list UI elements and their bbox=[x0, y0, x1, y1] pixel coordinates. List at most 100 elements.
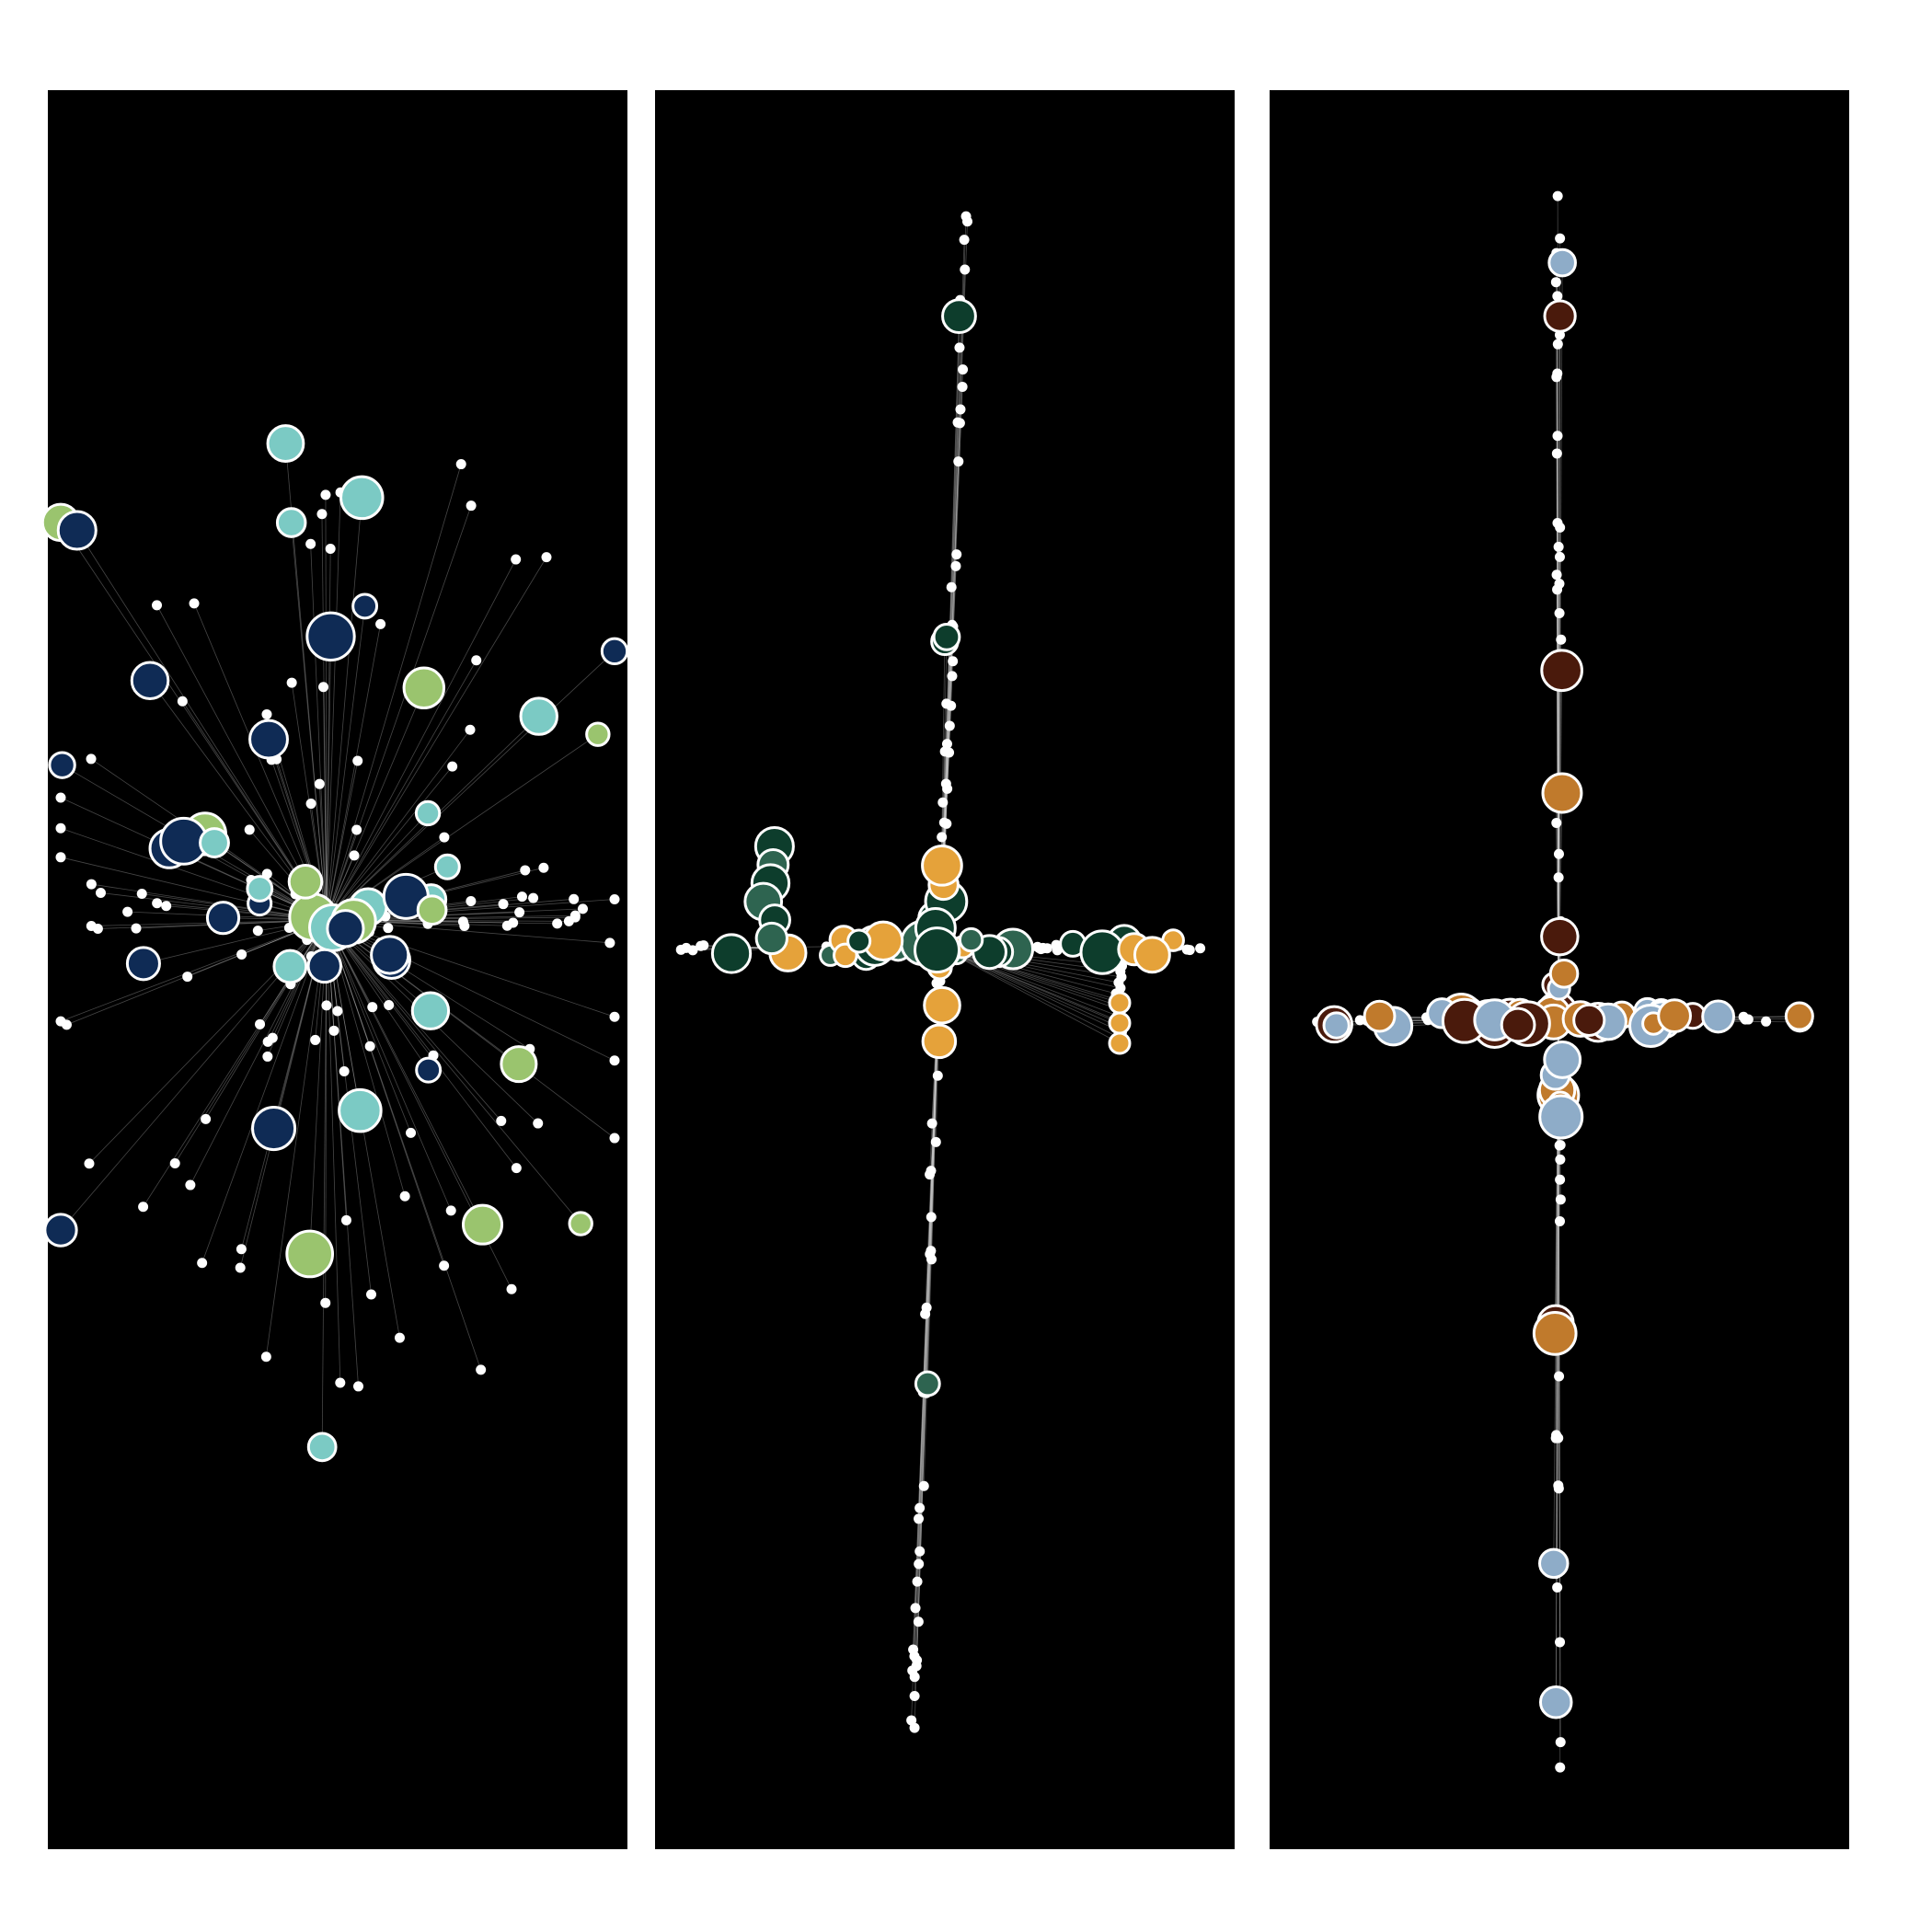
network-edge bbox=[60, 857, 328, 921]
network-edge bbox=[326, 919, 517, 1168]
network-node-small bbox=[84, 1158, 95, 1169]
network-node bbox=[1500, 1006, 1536, 1043]
network-node-small bbox=[182, 972, 193, 983]
network-edge bbox=[326, 687, 425, 921]
network-node bbox=[402, 666, 446, 710]
network-node bbox=[1540, 916, 1580, 957]
network-node bbox=[1108, 991, 1132, 1015]
network-node-small bbox=[1551, 448, 1562, 459]
network-node-small bbox=[909, 1690, 920, 1701]
network-node-small bbox=[384, 1000, 395, 1011]
network-edge bbox=[939, 947, 1120, 1028]
network-node-small bbox=[1552, 190, 1563, 201]
network-node-small bbox=[339, 1065, 350, 1076]
network-panel-cross bbox=[1270, 90, 1849, 1849]
network-node bbox=[130, 661, 170, 701]
network-node-small bbox=[255, 1018, 266, 1029]
network-node-small bbox=[1195, 943, 1206, 954]
network-node-small bbox=[577, 903, 588, 914]
network-node-small bbox=[352, 755, 363, 766]
network-node bbox=[246, 875, 274, 903]
network-edge bbox=[326, 605, 366, 921]
network-node-small bbox=[914, 1502, 926, 1513]
network-node bbox=[415, 1056, 443, 1084]
network-node-small bbox=[353, 1381, 364, 1392]
network-edge bbox=[326, 919, 482, 1371]
network-edge bbox=[939, 947, 1121, 1024]
network-node bbox=[1547, 247, 1577, 278]
network-node-small bbox=[169, 1157, 180, 1168]
network-node-small bbox=[316, 509, 328, 520]
network-node bbox=[1540, 649, 1583, 693]
network-node bbox=[43, 1213, 78, 1248]
network-node bbox=[914, 1370, 941, 1397]
network-node-small bbox=[86, 879, 97, 890]
network-node-small bbox=[340, 1214, 351, 1225]
network-node-small bbox=[569, 893, 580, 904]
network-node-small bbox=[260, 1351, 271, 1363]
network-node bbox=[199, 827, 230, 858]
network-node-small bbox=[55, 852, 66, 863]
network-edge bbox=[91, 883, 328, 921]
network-node bbox=[1538, 1547, 1570, 1580]
network-edge bbox=[326, 919, 483, 1225]
network-node-small bbox=[920, 1308, 931, 1319]
network-node-small bbox=[1555, 233, 1566, 244]
network-edge bbox=[914, 947, 941, 1657]
network-edge bbox=[326, 919, 520, 1064]
network-node-small bbox=[926, 1254, 937, 1265]
network-edge bbox=[939, 947, 1121, 1044]
network-node-small bbox=[262, 1036, 273, 1047]
network-node-small bbox=[138, 1202, 149, 1213]
network-node-small bbox=[177, 696, 188, 707]
network-node-small bbox=[131, 923, 142, 934]
network-node-small bbox=[520, 865, 531, 876]
network-node-small bbox=[445, 1205, 456, 1216]
network-node-small bbox=[314, 778, 325, 789]
network-node-small bbox=[305, 538, 316, 549]
network-node-small bbox=[948, 656, 959, 667]
network-node-small bbox=[913, 1616, 924, 1627]
network-node-small bbox=[953, 456, 964, 467]
network-node-small bbox=[938, 817, 949, 828]
network-node-small bbox=[569, 910, 581, 921]
network-node-small bbox=[955, 404, 966, 415]
network-node-small bbox=[367, 1002, 378, 1013]
network-node-small bbox=[136, 889, 147, 900]
network-node-small bbox=[95, 887, 106, 898]
network-node-small bbox=[55, 1016, 66, 1027]
network-node-small bbox=[941, 739, 952, 750]
network-node-small bbox=[1555, 1737, 1566, 1748]
network-edge bbox=[939, 947, 1120, 1022]
network-node bbox=[205, 901, 241, 936]
network-node bbox=[600, 637, 629, 666]
network-node-small bbox=[455, 459, 466, 470]
network-node bbox=[921, 1023, 958, 1060]
network-node-small bbox=[910, 1603, 921, 1614]
network-edge bbox=[321, 513, 328, 921]
network-node bbox=[285, 1229, 335, 1279]
network-node-small bbox=[604, 937, 615, 949]
network-node-small bbox=[122, 906, 133, 917]
network-node-small bbox=[1551, 1430, 1562, 1441]
network-node-small bbox=[541, 552, 552, 563]
network-edge bbox=[323, 686, 328, 921]
network-node-small bbox=[1554, 607, 1565, 618]
network-node-small bbox=[320, 489, 331, 500]
network-node bbox=[414, 799, 442, 827]
network-node bbox=[1322, 1011, 1351, 1040]
network-node-small bbox=[498, 899, 509, 910]
network-node bbox=[248, 719, 289, 760]
network-node bbox=[754, 921, 788, 956]
network-node-small bbox=[947, 671, 958, 682]
network-edge bbox=[326, 765, 453, 921]
network-node bbox=[351, 592, 379, 620]
network-node-small bbox=[516, 891, 527, 903]
network-node-small bbox=[914, 1513, 925, 1524]
network-edge bbox=[60, 522, 328, 921]
network-node-small bbox=[609, 1011, 620, 1022]
network-node-small bbox=[471, 655, 482, 666]
network-node bbox=[338, 1087, 383, 1133]
network-node bbox=[941, 298, 977, 335]
